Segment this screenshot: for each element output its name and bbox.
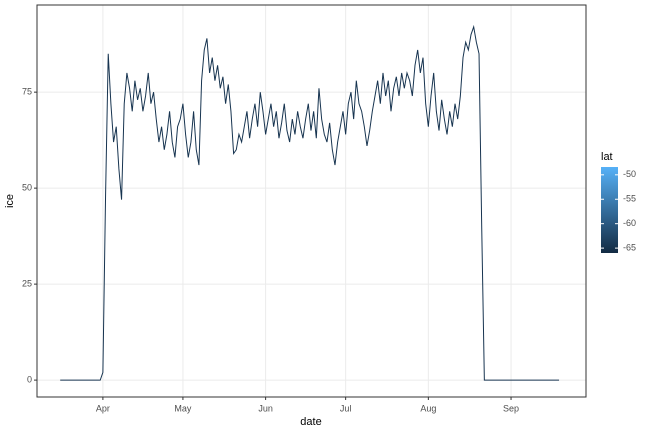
y-tick-label: 25 <box>22 278 32 288</box>
x-tick-label: Jul <box>340 403 352 413</box>
y-axis-title: ice <box>4 194 16 208</box>
x-tick-label: May <box>174 403 192 413</box>
legend-label: -65 <box>623 242 636 252</box>
y-tick-label: 0 <box>27 374 32 384</box>
y-tick-label: 75 <box>22 87 32 97</box>
panel <box>37 5 586 397</box>
legend-label: -60 <box>623 218 636 228</box>
panel-border <box>36 4 587 398</box>
y-tick-label: 50 <box>22 183 32 193</box>
x-tick-label: Aug <box>420 403 436 413</box>
x-axis-title: date <box>300 416 321 428</box>
colorbar <box>601 167 618 253</box>
x-tick-label: Sep <box>503 403 519 413</box>
x-tick-label: Apr <box>96 403 110 413</box>
x-tick-label: Jun <box>258 403 273 413</box>
line <box>60 24 560 381</box>
legend-label: -50 <box>623 169 636 179</box>
legend-title: lat <box>601 151 613 163</box>
legend-label: -55 <box>623 194 636 204</box>
